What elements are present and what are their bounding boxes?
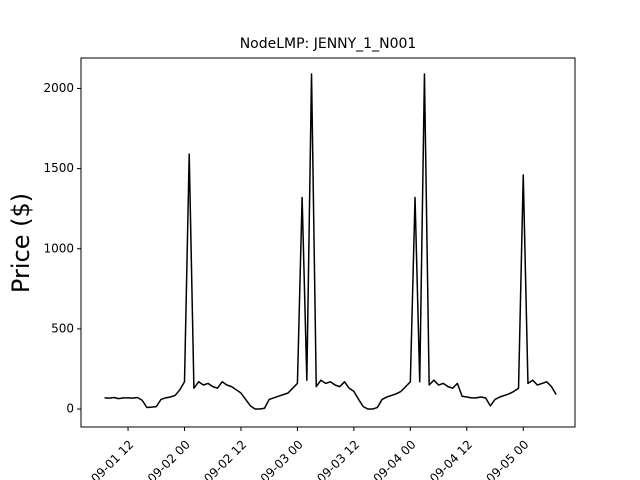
x-tick-label: 09-02 12 [201,437,249,480]
x-tick-label: 09-03 00 [258,437,306,480]
line-series [104,73,557,410]
y-tick-label: 2000 [43,81,74,95]
chart-title: NodeLMP: JENNY_1_N001 [240,36,417,52]
y-tick-label: 500 [51,321,74,335]
x-tick-label: 09-05 00 [484,437,532,480]
x-tick-label: 09-03 12 [314,437,362,480]
y-tick-label: 1500 [43,161,74,175]
plot-frame [80,57,576,428]
x-tick-label: 09-04 00 [371,437,419,480]
x-tick-label: 09-01 12 [88,437,136,480]
y-tick-label: 0 [66,402,74,416]
y-tick-label: 1000 [43,241,74,255]
x-tick-label: 09-04 12 [427,437,475,480]
y-axis-label: Price ($) [7,193,35,293]
x-tick-label: 09-02 00 [145,437,193,480]
